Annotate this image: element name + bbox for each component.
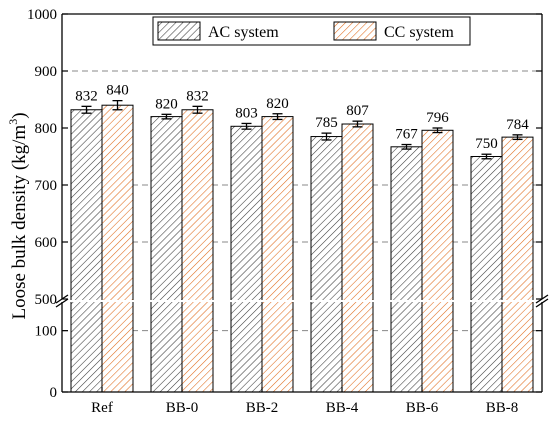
legend-label-ac: AC system	[208, 24, 279, 41]
bar-cc	[181, 109, 214, 393]
data-label: 840	[106, 83, 129, 99]
data-label: 832	[186, 88, 209, 104]
axis-break-gap	[54, 300, 550, 302]
bar-cc	[421, 129, 454, 393]
legend-label-cc: CC system	[384, 24, 454, 41]
y-tick-label: 600	[35, 235, 58, 251]
y-tick-label: 500	[35, 292, 58, 308]
data-label: 750	[475, 136, 498, 152]
y-axis-title-superscript: 3	[6, 119, 20, 125]
x-tick-label: BB-6	[406, 400, 439, 416]
grid-lines	[62, 70, 542, 332]
axes: Ref BB-0 BB-2 BB-4 BB-6 BB-8 500 600 700 800 900 10…	[27, 7, 550, 416]
data-label: 767	[395, 127, 418, 143]
data-label: 820	[155, 96, 178, 112]
y-tick-label-lower: 0	[50, 385, 58, 401]
data-label: 832	[75, 88, 98, 104]
bar-cc	[341, 123, 374, 393]
bar-cc	[261, 116, 294, 393]
bar-ac	[390, 146, 423, 393]
y-tick-label: 800	[35, 121, 58, 137]
data-label: 784	[506, 117, 529, 133]
legend-box	[152, 16, 471, 46]
data-label: 796	[426, 110, 449, 126]
bars: 832 840 820 832 803 820 785 807 767 796 750 784	[70, 83, 534, 393]
y-axis-title-tail: )	[9, 112, 30, 118]
y-tick-label: 900	[35, 64, 58, 80]
y-tick-label: 1000	[27, 7, 57, 23]
x-tick-label: BB-2	[246, 400, 279, 416]
axis-break-mark	[535, 298, 549, 308]
y-tick-label-lower: 100	[35, 324, 58, 340]
x-tick-label: BB-4	[326, 400, 359, 416]
bar-ac	[70, 109, 103, 393]
bar-ac	[150, 116, 183, 393]
bar-cc	[101, 104, 134, 393]
axis-break-mark	[55, 298, 69, 308]
data-label: 820	[266, 96, 289, 112]
x-tick-label: BB-0	[166, 400, 199, 416]
bar-ac	[310, 136, 343, 393]
legend: AC system CC system	[152, 16, 471, 46]
data-label: 785	[315, 115, 338, 131]
data-label: 803	[235, 105, 258, 121]
legend-swatch-cc	[333, 21, 377, 41]
bar-cc	[501, 136, 534, 393]
x-tick-label: Ref	[91, 400, 113, 416]
y-tick-label: 700	[35, 178, 58, 194]
legend-swatch-ac	[157, 21, 201, 41]
data-label: 807	[346, 103, 369, 119]
bar-ac	[230, 125, 263, 393]
y-axis-title-main: Loose bulk density (kg/m	[9, 125, 30, 320]
x-tick-label: BB-8	[486, 400, 519, 416]
bar-ac	[470, 156, 503, 393]
y-axis-title: Loose bulk density (kg/m3)	[6, 112, 30, 319]
